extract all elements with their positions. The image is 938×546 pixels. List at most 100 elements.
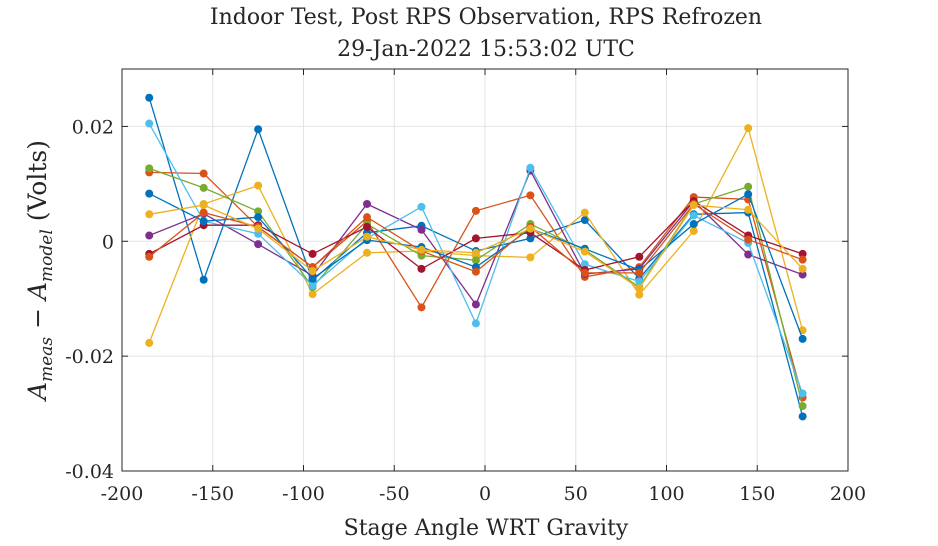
- x-tick-label: -100: [282, 483, 325, 505]
- series-group: [145, 93, 807, 421]
- data-point: [254, 125, 263, 134]
- data-point: [635, 252, 644, 261]
- data-point: [526, 224, 535, 233]
- data-point: [417, 264, 426, 273]
- data-point: [744, 235, 753, 244]
- series-10: [145, 201, 807, 293]
- y-label-unit: (Volts): [23, 140, 52, 229]
- data-point: [363, 199, 372, 208]
- x-axis-label: Stage Angle WRT Gravity: [344, 516, 629, 541]
- data-point: [471, 248, 480, 257]
- data-point: [471, 319, 480, 328]
- data-point: [199, 208, 208, 217]
- data-point: [580, 268, 589, 277]
- data-point: [308, 249, 317, 258]
- data-point: [635, 268, 644, 277]
- y-label-main-1: A: [23, 382, 52, 402]
- data-point: [798, 249, 807, 258]
- data-point: [526, 191, 535, 200]
- data-point: [635, 290, 644, 299]
- data-point: [798, 270, 807, 279]
- data-point: [689, 220, 698, 229]
- y-label-main-2: A: [23, 282, 52, 302]
- data-point: [145, 93, 154, 102]
- data-point: [417, 303, 426, 312]
- data-point: [145, 210, 154, 219]
- data-point: [798, 402, 807, 411]
- data-point: [199, 275, 208, 284]
- x-tick-label: 100: [648, 483, 684, 505]
- data-point: [145, 231, 154, 240]
- data-point: [199, 201, 208, 210]
- data-point: [417, 245, 426, 254]
- data-point: [308, 281, 317, 290]
- y-axis-label: Ameas − Amodel (Volts): [23, 140, 57, 402]
- data-point: [308, 267, 317, 276]
- data-point: [635, 277, 644, 286]
- data-point: [689, 201, 698, 210]
- data-point: [689, 226, 698, 235]
- data-point: [363, 248, 372, 257]
- data-point: [145, 252, 154, 261]
- x-tick-label: 0: [479, 483, 491, 505]
- data-point: [308, 274, 317, 283]
- data-point: [798, 389, 807, 398]
- data-point: [635, 284, 644, 293]
- data-point: [689, 211, 698, 220]
- data-point: [471, 267, 480, 276]
- data-point: [798, 334, 807, 343]
- data-point: [580, 260, 589, 269]
- data-point: [798, 255, 807, 264]
- y-label-operator: −: [23, 300, 52, 337]
- data-point: [254, 213, 263, 222]
- data-point: [744, 250, 753, 259]
- x-tick-label: -150: [191, 483, 234, 505]
- x-tick-label: 50: [564, 483, 588, 505]
- data-point: [798, 412, 807, 421]
- data-point: [363, 213, 372, 222]
- y-tick-label: -0.04: [65, 461, 114, 483]
- y-label-sub-2: model: [37, 229, 57, 282]
- y-tick-label: 0.02: [72, 116, 114, 138]
- data-point: [363, 222, 372, 231]
- data-point: [417, 225, 426, 234]
- data-point: [199, 169, 208, 178]
- y-axis: -0.04 -0.02 0 0.02: [65, 116, 848, 483]
- y-label-sub-1: meas: [37, 337, 57, 382]
- series-2: [145, 168, 807, 402]
- data-point: [744, 205, 753, 214]
- data-point: [526, 234, 535, 243]
- x-tick-label: -200: [101, 483, 144, 505]
- data-point: [471, 300, 480, 309]
- data-point: [526, 253, 535, 262]
- y-tick-label: 0: [102, 231, 114, 253]
- series-5: [145, 164, 807, 411]
- x-tick-label: -50: [379, 483, 410, 505]
- data-point: [145, 338, 154, 347]
- data-point: [798, 264, 807, 273]
- data-point: [363, 232, 372, 241]
- data-point: [199, 217, 208, 226]
- y-tick-label: -0.02: [65, 346, 114, 368]
- data-point: [308, 290, 317, 299]
- data-point: [471, 206, 480, 215]
- data-point: [145, 164, 154, 173]
- data-point: [254, 207, 263, 216]
- data-point: [526, 163, 535, 172]
- series-line: [148, 167, 804, 407]
- data-point: [199, 183, 208, 192]
- x-axis: -200 -150 -100 -50 0 50 100 150 200: [101, 69, 866, 505]
- data-point: [254, 181, 263, 190]
- x-tick-label: 200: [830, 483, 866, 505]
- data-point: [145, 119, 154, 128]
- x-tick-label: 150: [739, 483, 775, 505]
- data-point: [145, 189, 154, 198]
- data-point: [580, 216, 589, 225]
- data-point: [471, 234, 480, 243]
- data-point: [744, 182, 753, 191]
- chart-subtitle: 29-Jan-2022 15:53:02 UTC: [337, 37, 635, 62]
- data-point: [417, 202, 426, 211]
- data-point: [580, 208, 589, 217]
- data-point: [744, 124, 753, 133]
